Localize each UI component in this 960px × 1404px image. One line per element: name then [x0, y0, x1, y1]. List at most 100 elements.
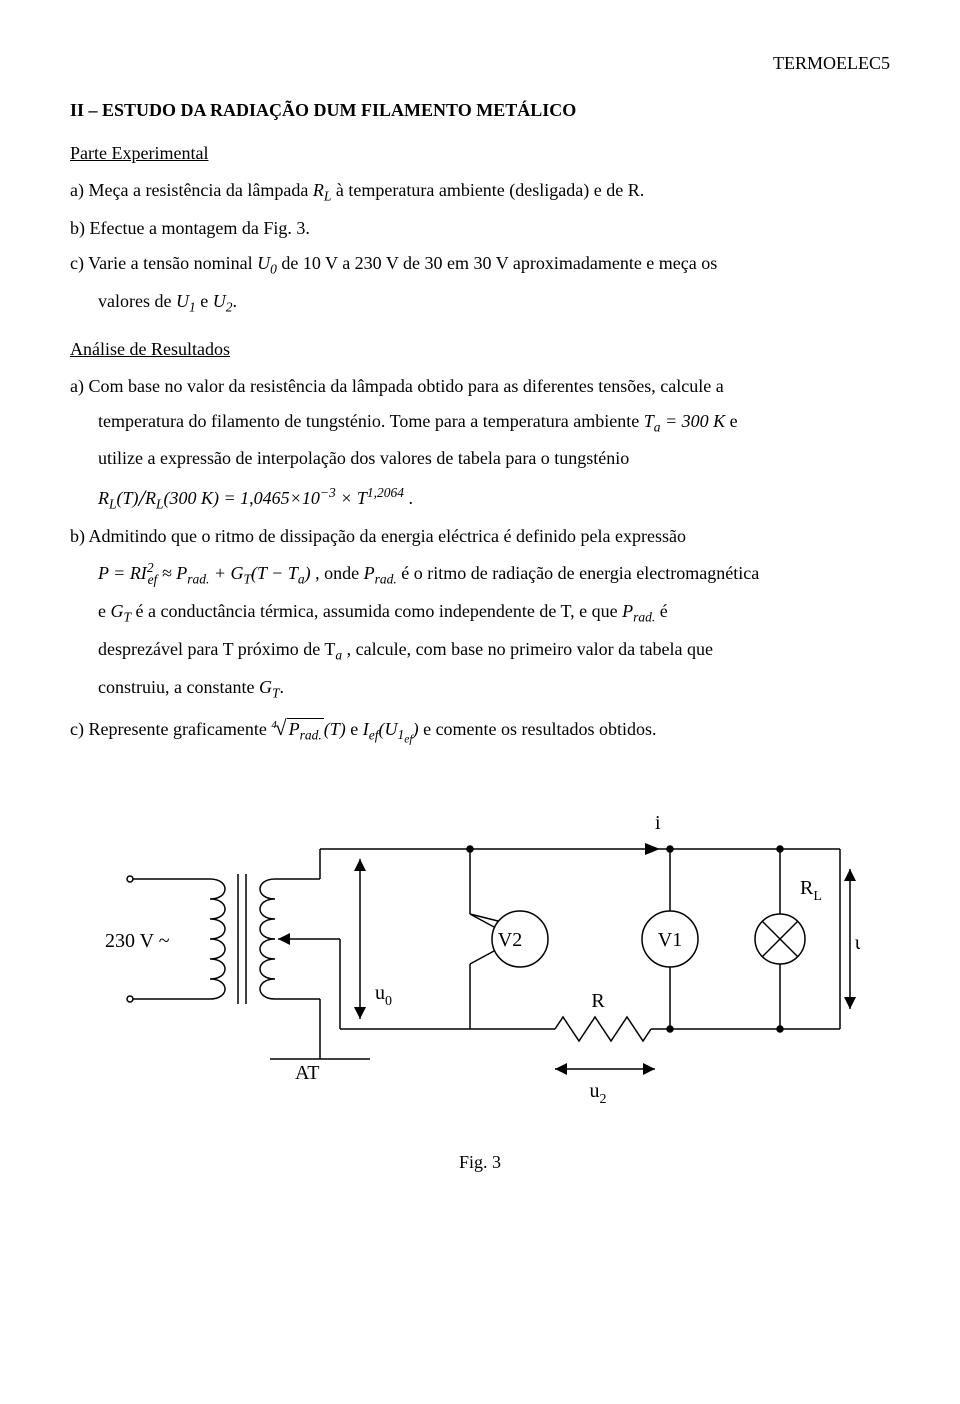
text: a) Meça a resistência da lâmpada	[70, 180, 313, 200]
fc-u1: U	[385, 719, 398, 739]
ana-item-a-l3: utilize a expressão de interpolação dos …	[70, 445, 890, 472]
fc-prad-sub: rad.	[300, 727, 322, 742]
fb-onde: , onde	[315, 563, 364, 583]
text: é	[655, 601, 668, 621]
text: c) Represente graficamente	[70, 719, 271, 739]
parte-experimental-heading: Parte Experimental	[70, 140, 890, 167]
figure-caption: Fig. 3	[70, 1149, 890, 1176]
label-AT: AT	[295, 1062, 319, 1084]
label-u2-sub: 2	[600, 1092, 607, 1107]
val-Ta: = 300 K	[660, 411, 725, 431]
f-rl2: R	[145, 488, 156, 508]
var-U0-sub: 0	[270, 261, 277, 276]
label-R: R	[591, 990, 605, 1012]
fb-ef: ef	[148, 572, 158, 587]
fb-prad: P	[364, 563, 375, 583]
text: e	[98, 601, 111, 621]
text: c) Varie a tensão nominal	[70, 253, 257, 273]
var-gt: G	[111, 601, 124, 621]
ana-item-b-formula: P = RI2ef ≈ Prad. + GT(T − Ta) , onde Pr…	[70, 558, 890, 590]
var-gt-sub: T	[124, 610, 132, 625]
ana-item-a-l2: temperatura do filamento de tungsténio. …	[70, 408, 890, 438]
f-times: × T	[336, 488, 367, 508]
var-U2: U	[213, 291, 226, 311]
fb-p: P = RI	[98, 563, 147, 583]
label-u0-sub: 0	[385, 994, 392, 1009]
svg-text:u0: u0	[375, 982, 392, 1009]
ana-item-c: c) Represente graficamente 4√Prad.(T) e …	[70, 712, 890, 749]
fb-ta: a	[298, 572, 305, 587]
analise-heading: Análise de Resultados	[70, 336, 890, 363]
fb-paren: (T − T	[251, 563, 298, 583]
circuit-diagram: i RL 230 V ~ V2 V1 u0 u1 u2 R AT	[100, 779, 860, 1139]
svg-text:u2: u2	[590, 1080, 607, 1107]
f-rl2-sub: L	[156, 497, 164, 512]
f-slash: /	[139, 486, 146, 512]
fb-approx: ≈ P	[157, 563, 187, 583]
fb-close: )	[305, 563, 311, 583]
f-rl1-sub: L	[109, 497, 117, 512]
f-texp: 1,2064	[367, 485, 404, 500]
ana-item-a-formula: RL(T)/RL(300 K) = 1,0465×10−3 × T1,2064 …	[70, 480, 890, 515]
label-v1: V1	[658, 929, 682, 951]
label-u1: u	[855, 932, 860, 954]
text: é a conductância térmica, assumida como …	[131, 601, 622, 621]
fc-t: (T)	[324, 719, 346, 739]
var-Ta: T	[644, 411, 654, 431]
svg-text:u1: u1	[855, 932, 860, 959]
label-RL-sub: L	[813, 889, 822, 904]
var-U1-sub: 1	[189, 299, 196, 314]
text: valores de	[98, 291, 176, 311]
var-gt2: G	[259, 677, 272, 697]
exp-item-b: b) Efectue a montagem da Fig. 3.	[70, 215, 890, 242]
text: de 10 V a 230 V de 30 em 30 V aproximada…	[277, 253, 717, 273]
svg-text:RL: RL	[800, 877, 822, 904]
header-code: TERMOELEC5	[70, 50, 890, 77]
var-U0: U	[257, 253, 270, 273]
exp-item-c-line1: c) Varie a tensão nominal U0 de 10 V a 2…	[70, 250, 890, 280]
label-RL: R	[800, 877, 814, 899]
text: .	[232, 291, 237, 311]
label-v2: V2	[498, 929, 522, 951]
f-eq: = 1,0465×10	[219, 488, 320, 508]
ana-item-b-l1: b) Admitindo que o ritmo de dissipação d…	[70, 523, 890, 550]
fc-u1-subsub: ef	[404, 734, 412, 746]
fb-post: é o ritmo de radiação de energia electro…	[397, 563, 759, 583]
text: e comente os resultados obtidos.	[419, 719, 657, 739]
text: temperatura do filamento de tungsténio. …	[98, 411, 644, 431]
text: construiu, a constante	[98, 677, 259, 697]
var-prad2-sub: rad.	[633, 610, 655, 625]
ana-item-a-l1: a) Com base no valor da resistência da l…	[70, 373, 890, 400]
text: e	[196, 291, 213, 311]
fc-ief-sub: ef	[369, 727, 379, 742]
f-300k: (300 K)	[164, 488, 220, 508]
section-title: II – ESTUDO DA RADIAÇÃO DUM FILAMENTO ME…	[70, 97, 890, 124]
label-u0: u	[375, 982, 385, 1004]
label-230v: 230 V ~	[105, 930, 170, 952]
f-rl1: R	[98, 488, 109, 508]
f-exp: −3	[320, 485, 336, 500]
text: .	[279, 677, 284, 697]
text: desprezável para T próximo de T	[98, 639, 335, 659]
ana-item-b-l3: desprezável para T próximo de Ta , calcu…	[70, 636, 890, 666]
f-end: .	[409, 488, 414, 508]
fb-plus: + G	[209, 563, 243, 583]
label-i: i	[655, 812, 661, 834]
text: e	[346, 719, 363, 739]
var-U1: U	[176, 291, 189, 311]
var-RL: R	[313, 180, 324, 200]
fb-prad-sub: rad.	[375, 572, 397, 587]
fc-prad: P	[289, 719, 300, 739]
ana-item-b-l2: e GT é a conductância térmica, assumida …	[70, 598, 890, 628]
text: e	[725, 411, 738, 431]
text: à temperatura ambiente (desligada) e de …	[331, 180, 644, 200]
f-t1: (T)	[117, 488, 139, 508]
exp-item-c-line2: valores de U1 e U2.	[70, 288, 890, 318]
label-u2: u	[590, 1080, 600, 1102]
text: , calcule, com base no primeiro valor da…	[342, 639, 713, 659]
ana-item-b-l4: construiu, a constante GT.	[70, 674, 890, 704]
fb-gt: T	[243, 572, 251, 587]
fc-root: √	[275, 716, 287, 740]
var-prad2: P	[622, 601, 633, 621]
exp-item-a: a) Meça a resistência da lâmpada RL à te…	[70, 177, 890, 207]
